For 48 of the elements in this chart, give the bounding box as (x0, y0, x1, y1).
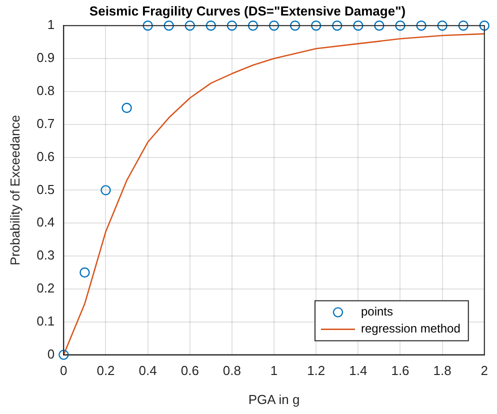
x-tick-label: 2 (480, 363, 488, 378)
point (458, 20, 468, 31)
point (353, 20, 364, 31)
point (395, 20, 406, 31)
point (80, 267, 90, 278)
point (416, 20, 426, 31)
y-tick-label: 0.9 (36, 50, 55, 66)
y-tick-label: 0.6 (36, 148, 55, 164)
x-tick-label: 0.8 (222, 363, 241, 378)
y-tick-label: 0 (47, 346, 55, 362)
x-tick-label: 1.6 (391, 363, 410, 378)
point (206, 20, 216, 31)
point (58, 350, 69, 360)
x-tick-label: 0.4 (138, 363, 157, 378)
x-tick-label: 1.8 (433, 363, 452, 378)
x-tick-label: 0.6 (180, 363, 199, 378)
x-tick-label: 0 (60, 363, 68, 378)
y-tick-label: 0.4 (36, 214, 55, 230)
point (100, 185, 111, 196)
x-tick-label: 1.2 (307, 363, 326, 378)
point (437, 20, 448, 31)
point (142, 20, 153, 31)
y-tick-label: 1 (47, 17, 55, 32)
y-tick-label: 0.5 (36, 182, 55, 197)
point (311, 20, 322, 31)
legend-label: points (361, 304, 394, 319)
point (122, 102, 132, 113)
point (290, 20, 300, 31)
y-tick-label: 0.1 (36, 313, 55, 328)
point (226, 20, 238, 31)
y-tick-label: 0.3 (36, 248, 55, 263)
y-tick-label: 0.2 (36, 280, 55, 296)
point (184, 20, 195, 31)
chart-title: Seismic Fragility Curves (DS="Extensive Damage") (89, 3, 406, 18)
legend-label: regression method (361, 322, 460, 336)
x-tick-label: 1.4 (349, 363, 368, 378)
x-axis-title: PGA in g (248, 392, 300, 407)
y-tick-label: 0.8 (36, 83, 55, 98)
x-tick-label: 1 (270, 363, 278, 378)
point (479, 20, 490, 31)
y-axis-title: Probability of Exceedance (7, 115, 22, 266)
point (164, 20, 174, 31)
y-tick-label: 0.7 (36, 116, 55, 131)
point (248, 20, 258, 31)
x-tick-label: 0.2 (96, 363, 115, 378)
point (268, 20, 280, 31)
point (374, 20, 384, 31)
point (332, 20, 342, 31)
